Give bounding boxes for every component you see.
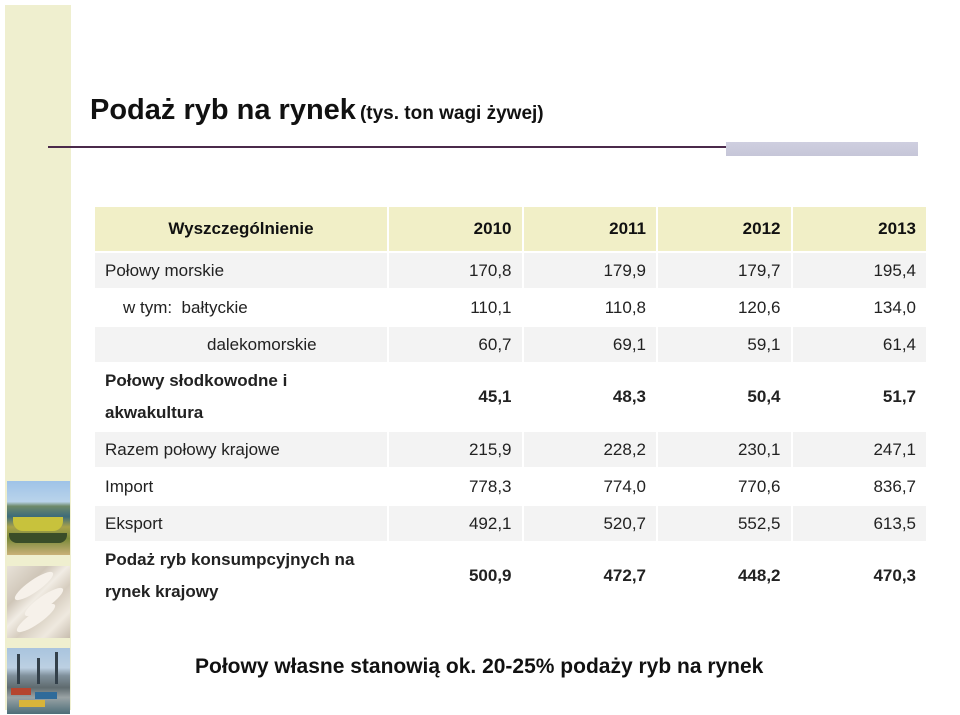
row-label: Połowy morskie — [95, 251, 388, 289]
table-cell: 613,5 — [790, 504, 926, 542]
table-cell: 228,2 — [521, 430, 657, 468]
table-cell: 215,9 — [387, 430, 523, 468]
table-cell: 520,7 — [521, 504, 657, 542]
table-cell: 120,6 — [656, 288, 792, 326]
fishing-boats-photo — [7, 481, 70, 555]
header-category: Wyszczególnienie — [95, 207, 388, 252]
table-cell: 472,7 — [521, 541, 657, 609]
header-year-2011: 2011 — [521, 207, 657, 252]
table-cell: 45,1 — [387, 362, 523, 431]
table-row: Połowy morskie 170,8 179,9 179,7 195,4 — [95, 251, 926, 289]
harbor-photo — [7, 648, 70, 714]
table-row: Eksport 492,1 520,7 552,5 613,5 — [95, 504, 926, 542]
title-divider-accent — [726, 142, 918, 156]
row-label: Połowy słodkowodne i akwakultura — [95, 362, 388, 431]
table-cell: 48,3 — [521, 362, 657, 431]
table-cell: 836,7 — [790, 467, 926, 505]
table-cell: 778,3 — [387, 467, 523, 505]
left-decorative-strip — [5, 5, 71, 714]
fish-fillets-photo — [7, 566, 70, 638]
table-cell: 470,3 — [790, 541, 926, 609]
fish-supply-table: Wyszczególnienie 2010 2011 2012 2013 Poł… — [95, 207, 926, 609]
table-cell: 247,1 — [790, 430, 926, 468]
table-cell: 59,1 — [656, 325, 792, 363]
table-row: Połowy słodkowodne i akwakultura 45,1 48… — [95, 362, 926, 431]
row-label: Razem połowy krajowe — [95, 430, 388, 468]
table-row: w tym: bałtyckie 110,1 110,8 120,6 134,0 — [95, 288, 926, 326]
table-cell: 448,2 — [656, 541, 792, 609]
table-header-row: Wyszczególnienie 2010 2011 2012 2013 — [95, 207, 926, 252]
row-label: Import — [95, 467, 388, 505]
table-row: dalekomorskie 60,7 69,1 59,1 61,4 — [95, 325, 926, 363]
table-cell: 774,0 — [521, 467, 657, 505]
row-label: w tym: bałtyckie — [95, 288, 388, 326]
table-cell: 110,1 — [387, 288, 523, 326]
header-year-2013: 2013 — [790, 207, 926, 252]
table-row: Import 778,3 774,0 770,6 836,7 — [95, 467, 926, 505]
table-row: Podaż ryb konsumpcyjnych na rynek krajow… — [95, 541, 926, 609]
header-year-2012: 2012 — [656, 207, 792, 252]
table-cell: 60,7 — [387, 325, 523, 363]
title-unit: (tys. ton wagi żywej) — [359, 103, 544, 124]
table-cell: 230,1 — [656, 430, 792, 468]
table-cell: 770,6 — [656, 467, 792, 505]
footnote: Połowy własne stanowią ok. 20-25% podaży… — [195, 655, 764, 678]
table-cell: 195,4 — [790, 251, 926, 289]
table-cell: 50,4 — [656, 362, 792, 431]
row-label: Eksport — [95, 504, 388, 542]
title-divider — [48, 146, 918, 148]
table-cell: 492,1 — [387, 504, 523, 542]
table-cell: 61,4 — [790, 325, 926, 363]
row-label: dalekomorskie — [95, 325, 388, 363]
table-cell: 179,7 — [656, 251, 792, 289]
table-cell: 179,9 — [521, 251, 657, 289]
table-row: Razem połowy krajowe 215,9 228,2 230,1 2… — [95, 430, 926, 468]
slide-title: Podaż ryb na rynek (tys. ton wagi żywej) — [90, 94, 544, 127]
table-cell: 110,8 — [521, 288, 657, 326]
row-label: Podaż ryb konsumpcyjnych na rynek krajow… — [95, 541, 388, 609]
table-cell: 170,8 — [387, 251, 523, 289]
table-cell: 69,1 — [521, 325, 657, 363]
table-cell: 552,5 — [656, 504, 792, 542]
table-cell: 500,9 — [387, 541, 523, 609]
title-main: Podaż ryb na rynek — [90, 94, 356, 126]
header-year-2010: 2010 — [387, 207, 523, 252]
table-cell: 134,0 — [790, 288, 926, 326]
table-cell: 51,7 — [790, 362, 926, 431]
